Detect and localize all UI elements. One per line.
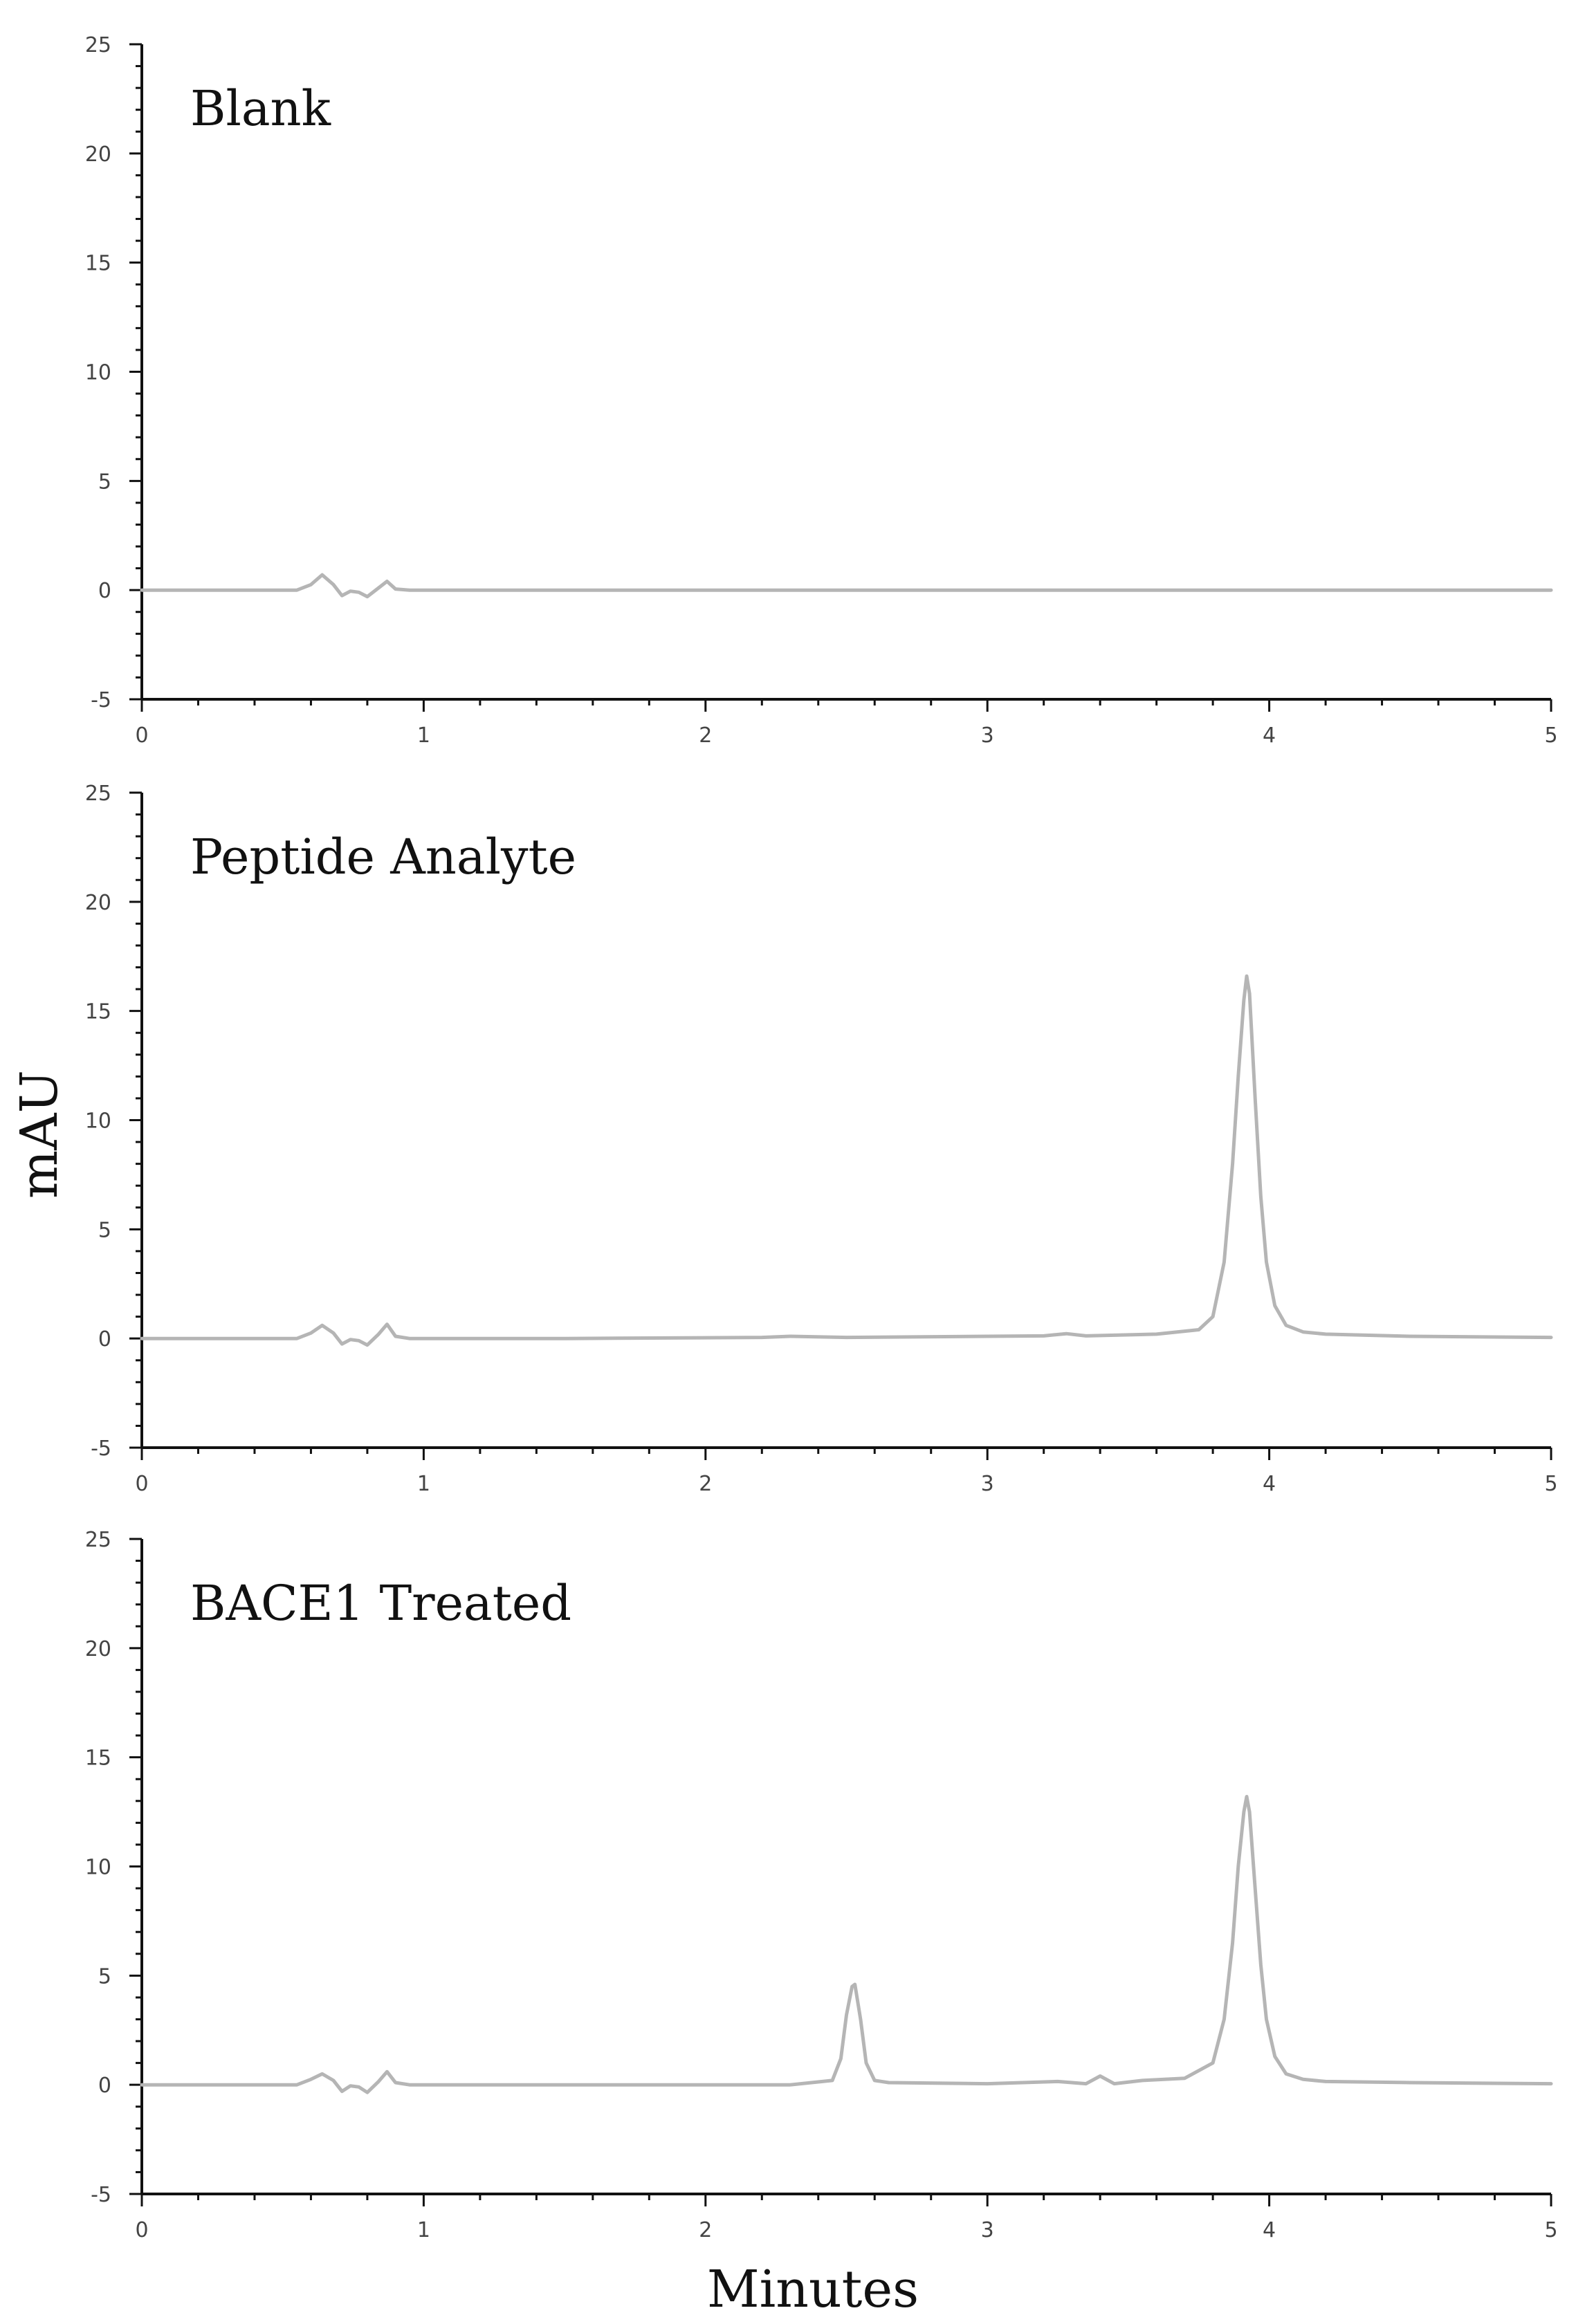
x-tick-label: 4	[1263, 723, 1276, 748]
x-tick-label: 2	[699, 1472, 712, 1496]
y-tick-label: 10	[85, 1109, 111, 1134]
y-tick-label: 15	[85, 252, 111, 276]
y-tick-label: 15	[85, 1000, 111, 1024]
y-tick-label: 25	[85, 33, 111, 57]
y-tick-label: 25	[85, 1528, 111, 1552]
y-tick-label: 5	[98, 1218, 111, 1242]
y-tick-label: 10	[85, 1856, 111, 1880]
y-tick-label: -5	[91, 688, 111, 712]
x-tick-label: 1	[417, 1472, 430, 1496]
x-tick-label: 0	[135, 1472, 148, 1496]
x-tick-label: 2	[699, 723, 712, 748]
x-tick-label: 3	[981, 1472, 994, 1496]
chromatogram-trace	[140, 1795, 1553, 2094]
y-tick-label: 0	[98, 2074, 111, 2098]
panel-title: BACE1 Treated	[190, 1575, 571, 1632]
y-tick-label: -5	[91, 2183, 111, 2207]
x-tick-label: 3	[981, 723, 994, 748]
panel-title: Peptide Analyte	[190, 829, 576, 885]
chart-panel: -5 0 5 10 15 20 25 0 1 2 3 4 5 BACE1 Treated	[85, 1528, 1558, 2242]
y-tick-label: 5	[98, 1964, 111, 1989]
x-tick-label: 0	[135, 723, 148, 748]
y-tick-label: 20	[85, 1637, 111, 1661]
chart-panel: -5 0 5 10 15 20 25 0 1 2 3 4 5 Blank	[85, 33, 1558, 748]
y-tick-label: 0	[98, 579, 111, 603]
y-tick-label: 0	[98, 1327, 111, 1352]
y-tick-label: 5	[98, 470, 111, 494]
y-tick-label: 20	[85, 142, 111, 167]
panel-title: Blank	[190, 80, 331, 137]
x-tick-label: 5	[1544, 2218, 1557, 2242]
chart-panel: -5 0 5 10 15 20 25 0 1 2 3 4 5 Peptide Analyte	[85, 782, 1558, 1496]
y-tick-label: 25	[85, 782, 111, 806]
x-axis-title: Minutes	[707, 2260, 919, 2319]
y-tick-label: 20	[85, 891, 111, 915]
x-tick-label: 0	[135, 2218, 148, 2242]
x-tick-label: 4	[1263, 2218, 1276, 2242]
y-tick-label: 10	[85, 361, 111, 385]
x-tick-label: 4	[1263, 1472, 1276, 1496]
x-tick-label: 5	[1544, 1472, 1557, 1496]
x-tick-label: 1	[417, 723, 430, 748]
chromatogram-trace	[140, 573, 1553, 599]
x-tick-label: 1	[417, 2218, 430, 2242]
x-tick-label: 2	[699, 2218, 712, 2242]
y-tick-label: 15	[85, 1746, 111, 1771]
y-axis-title: mAU	[10, 1070, 69, 1199]
x-tick-label: 5	[1544, 723, 1557, 748]
x-tick-label: 3	[981, 2218, 994, 2242]
y-tick-label: -5	[91, 1437, 111, 1461]
chromatogram-trace	[140, 974, 1553, 1347]
